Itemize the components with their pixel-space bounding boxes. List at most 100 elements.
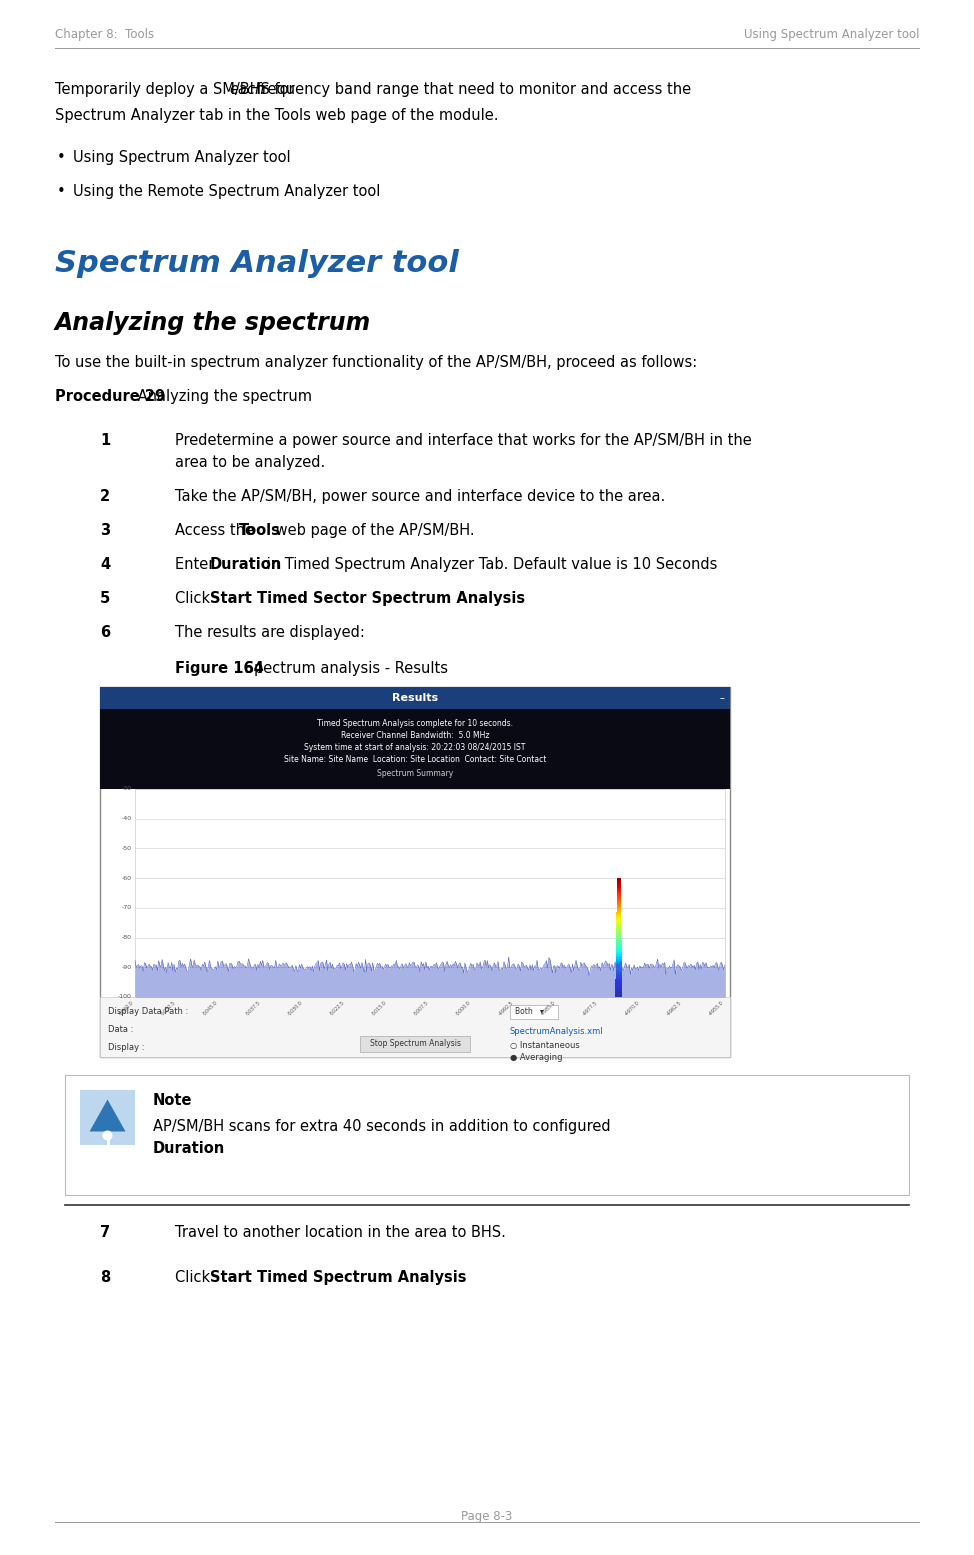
Text: Receiver Channel Bandwidth:  5.0 MHz: Receiver Channel Bandwidth: 5.0 MHz	[341, 731, 489, 740]
Bar	[135, 788, 725, 997]
Bar	[617, 938, 621, 939]
Bar	[617, 928, 621, 930]
Bar	[617, 880, 620, 882]
Bar	[617, 903, 621, 907]
Bar	[617, 916, 621, 917]
Text: Both   ▾: Both ▾	[515, 1008, 543, 1017]
Text: -4955.0: -4955.0	[708, 1000, 725, 1017]
Bar	[616, 973, 622, 975]
Text: ○ Instantaneous: ○ Instantaneous	[509, 1040, 580, 1050]
Text: Spectrum Summary: Spectrum Summary	[377, 770, 453, 778]
Bar	[100, 997, 730, 1057]
Bar	[616, 986, 622, 987]
Text: ● Averaging: ● Averaging	[509, 1053, 562, 1062]
Text: in Timed Spectrum Analyzer Tab. Default value is 10 Seconds: in Timed Spectrum Analyzer Tab. Default …	[262, 557, 717, 572]
Bar	[617, 914, 621, 916]
Text: -5037.5: -5037.5	[244, 1000, 261, 1017]
Text: web page of the AP/SM/BH.: web page of the AP/SM/BH.	[271, 522, 474, 538]
Bar	[616, 991, 622, 994]
Text: Display :: Display :	[108, 1043, 144, 1053]
Text: AP/SM/BH scans for extra 40 seconds in addition to configured: AP/SM/BH scans for extra 40 seconds in a…	[153, 1120, 611, 1134]
Bar	[100, 709, 730, 788]
Text: Spectrum Analyzer tool: Spectrum Analyzer tool	[55, 249, 459, 278]
Text: -4977.5: -4977.5	[581, 1000, 599, 1017]
Text: -30: -30	[122, 787, 132, 791]
Bar	[616, 953, 621, 955]
Bar	[617, 924, 621, 925]
Bar	[616, 958, 621, 959]
Text: -50: -50	[122, 846, 132, 851]
Bar	[616, 967, 622, 969]
Text: Start Timed Spectrum Analysis: Start Timed Spectrum Analysis	[209, 1270, 467, 1284]
Bar	[616, 947, 621, 950]
Text: System time at start of analysis: 20:22:03 08/24/2015 IST: System time at start of analysis: 20:22:…	[304, 743, 526, 753]
Bar	[616, 977, 622, 980]
Text: Access the: Access the	[175, 522, 259, 538]
Text: SpectrumAnalysis.xml: SpectrumAnalysis.xml	[509, 1026, 603, 1036]
Bar	[617, 933, 621, 936]
Text: 6: 6	[100, 625, 110, 641]
Text: 8: 8	[100, 1270, 110, 1284]
Bar	[616, 945, 621, 947]
Text: -5022.5: -5022.5	[329, 1000, 346, 1017]
Bar	[617, 902, 621, 903]
Text: Procedure 29: Procedure 29	[55, 389, 166, 404]
Bar	[616, 975, 622, 977]
Bar	[616, 983, 622, 986]
Text: Spectrum Analyzer tab in the Tools web page of the module.: Spectrum Analyzer tab in the Tools web p…	[55, 107, 499, 123]
Bar	[617, 939, 621, 942]
Bar	[617, 930, 621, 931]
Text: Click: Click	[175, 591, 214, 606]
Circle shape	[102, 1130, 113, 1140]
Text: -5000.0: -5000.0	[455, 1000, 472, 1017]
Bar	[616, 959, 621, 961]
Text: •: •	[57, 149, 66, 165]
Bar	[616, 994, 622, 995]
Text: Stop Spectrum Analysis: Stop Spectrum Analysis	[369, 1039, 461, 1048]
Text: Data :: Data :	[108, 1025, 133, 1034]
Text: Results: Results	[392, 694, 438, 703]
Bar	[617, 922, 621, 924]
Bar	[616, 964, 621, 966]
Text: -4962.5: -4962.5	[666, 1000, 683, 1017]
Text: Using Spectrum Analyzer tool: Using Spectrum Analyzer tool	[743, 28, 919, 40]
Text: -5030.0: -5030.0	[286, 1000, 304, 1017]
Bar	[100, 687, 730, 709]
Text: •: •	[57, 183, 66, 199]
Bar	[617, 885, 620, 886]
Bar	[617, 908, 621, 910]
Text: -60: -60	[122, 875, 132, 880]
Text: 7: 7	[100, 1225, 110, 1239]
Text: Spectrum analysis - Results: Spectrum analysis - Results	[241, 661, 448, 676]
Bar	[360, 1036, 470, 1053]
Text: 5: 5	[100, 591, 110, 606]
Bar	[617, 879, 620, 880]
Bar	[616, 972, 622, 973]
Text: -4992.5: -4992.5	[498, 1000, 514, 1017]
Text: Enter: Enter	[175, 557, 219, 572]
Bar	[100, 687, 730, 1057]
Bar	[617, 925, 621, 928]
Text: Take the AP/SM/BH, power source and interface device to the area.: Take the AP/SM/BH, power source and inte…	[175, 488, 665, 504]
Bar	[617, 899, 620, 900]
Bar	[617, 891, 620, 893]
Text: Site Name: Site Name  Location: Site Location  Contact: Site Contact: Site Name: Site Name Location: Site Loca…	[283, 756, 546, 764]
Bar	[617, 886, 620, 888]
Bar	[617, 907, 621, 908]
Text: -4970.0: -4970.0	[624, 1000, 641, 1017]
Text: Tools: Tools	[239, 522, 281, 538]
Bar	[616, 980, 622, 981]
Bar	[616, 950, 621, 952]
Text: -5015.0: -5015.0	[371, 1000, 388, 1017]
Bar	[617, 917, 621, 921]
Bar	[616, 981, 622, 983]
Bar	[509, 1005, 557, 1019]
Text: -40: -40	[122, 816, 132, 821]
Text: Click: Click	[175, 1270, 214, 1284]
Text: 1: 1	[100, 432, 110, 448]
Text: -100: -100	[118, 995, 132, 1000]
Text: Analyzing the spectrum: Analyzing the spectrum	[133, 389, 312, 404]
Bar	[65, 1075, 909, 1194]
Bar	[617, 910, 621, 913]
Polygon shape	[90, 1099, 126, 1132]
